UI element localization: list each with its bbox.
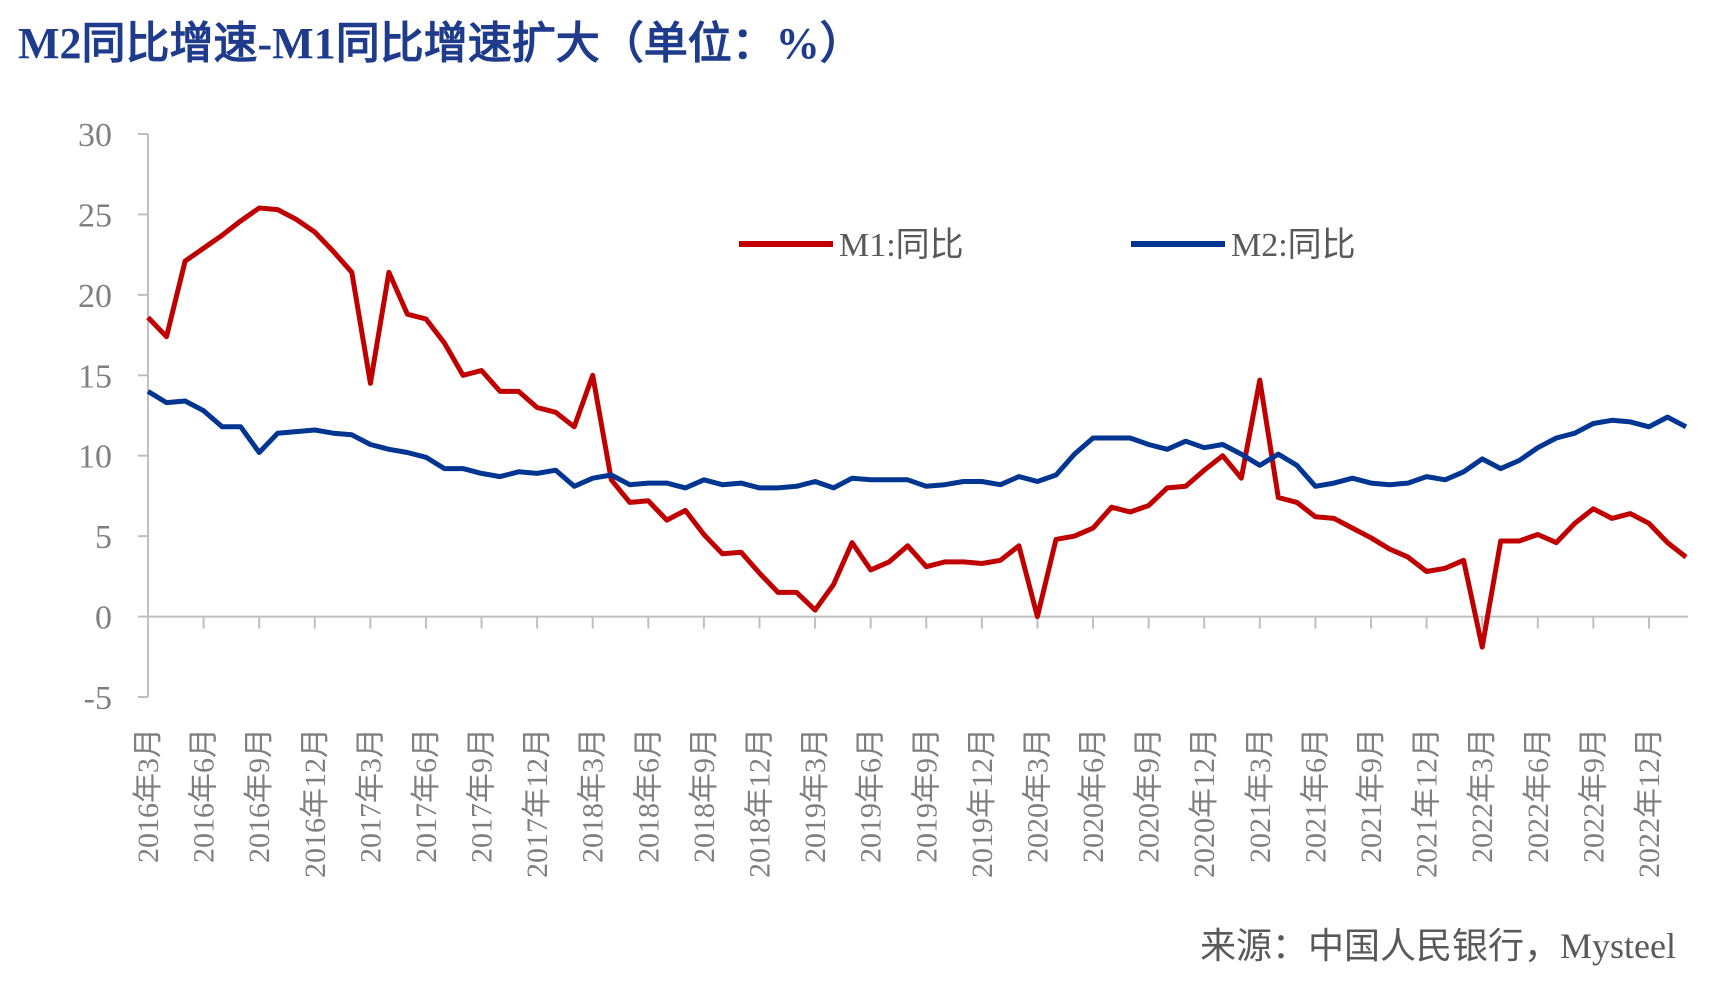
x-tick-label: 2020年6月 <box>1077 728 1110 863</box>
x-tick-label: 2022年6月 <box>1522 728 1555 863</box>
y-tick-label: 30 <box>78 117 112 154</box>
x-tick-label: 2019年6月 <box>855 728 888 863</box>
x-tick-label: 2017年12月 <box>521 728 554 878</box>
x-tick-label: 2019年12月 <box>966 728 999 878</box>
x-tick-label: 2017年9月 <box>466 728 499 863</box>
x-tick-label: 2022年12月 <box>1633 728 1666 878</box>
x-tick-label: 2018年6月 <box>632 728 665 863</box>
y-tick-label: 15 <box>78 358 112 395</box>
series-line <box>146 389 1688 491</box>
legend-label: M2:同比 <box>1231 227 1356 264</box>
x-tick-label: 2020年9月 <box>1133 728 1166 863</box>
x-tick-label: 2019年9月 <box>910 728 943 863</box>
x-tick-label: 2018年12月 <box>743 728 776 878</box>
y-tick-label: 20 <box>78 278 112 315</box>
source: 来源：中国人民银行，Mysteel <box>1200 926 1676 966</box>
x-tick-label: 2016年6月 <box>188 728 221 863</box>
x-tick-label: 2022年9月 <box>1577 728 1610 863</box>
x-tick-label: 2021年3月 <box>1244 728 1277 863</box>
x-tick-label: 2017年6月 <box>410 728 443 863</box>
chart-title: M2同比增速-M1同比增速扩大（单位：%） <box>18 19 864 68</box>
x-tick-label: 2020年12月 <box>1188 728 1221 878</box>
y-tick-label: 25 <box>78 197 112 234</box>
x-tick-label: 2022年3月 <box>1466 728 1499 863</box>
y-tick-label: 10 <box>78 439 112 476</box>
x-tick-label: 2016年9月 <box>243 728 276 863</box>
y-tick-label: -5 <box>84 680 112 717</box>
y-tick-label: 5 <box>95 519 112 556</box>
y-tick-label: 0 <box>95 600 112 637</box>
x-tick-label: 2021年12月 <box>1411 728 1444 878</box>
x-tick-label: 2021年9月 <box>1355 728 1388 863</box>
x-tick-label: 2017年3月 <box>354 728 387 863</box>
x-tick-label: 2020年3月 <box>1021 728 1054 863</box>
x-tick-label: 2018年9月 <box>688 728 721 863</box>
x-tick-label: 2019年3月 <box>799 728 832 863</box>
x-tick-label: 2016年3月 <box>132 728 165 863</box>
x-tick-label: 2018年3月 <box>577 728 610 863</box>
legend-label: M1:同比 <box>839 227 964 264</box>
series-line <box>146 205 1688 650</box>
x-tick-label: 2016年12月 <box>299 728 332 878</box>
x-tick-label: 2021年6月 <box>1299 728 1332 863</box>
